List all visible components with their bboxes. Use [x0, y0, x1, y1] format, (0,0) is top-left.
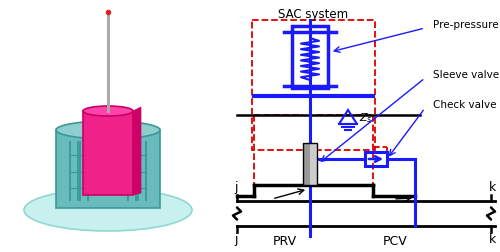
- Bar: [105, 182, 111, 192]
- Text: k: k: [488, 233, 496, 246]
- Text: Sleeve valve: Sleeve valve: [433, 70, 499, 80]
- Bar: [56, 130, 160, 208]
- Text: Pre-pressure spring: Pre-pressure spring: [433, 20, 500, 30]
- Text: SAC system: SAC system: [278, 8, 348, 21]
- Ellipse shape: [24, 189, 192, 231]
- Bar: [105, 155, 111, 180]
- Text: k: k: [488, 181, 496, 194]
- Ellipse shape: [83, 106, 133, 116]
- Bar: [252, 20, 375, 150]
- Bar: [303, 143, 310, 185]
- Bar: [310, 143, 317, 185]
- Text: PCV: PCV: [382, 235, 407, 248]
- Polygon shape: [133, 107, 141, 195]
- Text: j: j: [234, 233, 238, 246]
- Bar: [292, 26, 328, 88]
- Bar: [303, 143, 317, 185]
- Bar: [365, 152, 387, 166]
- Ellipse shape: [56, 121, 160, 139]
- Text: PRV: PRV: [273, 235, 297, 248]
- Text: $Z_s$: $Z_s$: [359, 111, 372, 125]
- Bar: [83, 111, 133, 195]
- Text: j: j: [234, 181, 238, 194]
- Text: Check valve: Check valve: [433, 100, 496, 110]
